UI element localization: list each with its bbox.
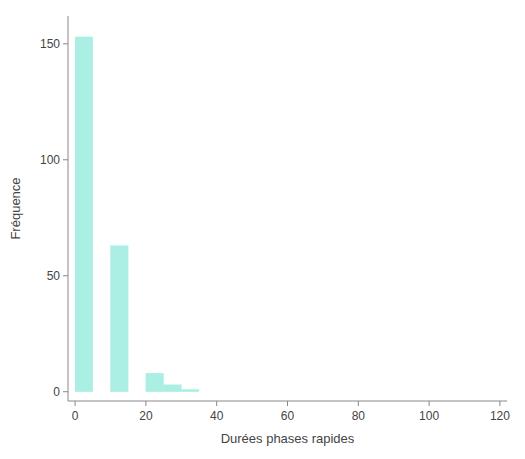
y-tick-label: 50 (47, 269, 61, 283)
bar (181, 389, 199, 391)
y-tick-label: 0 (53, 385, 60, 399)
y-tick (63, 43, 68, 44)
y-tick (63, 275, 68, 276)
bar (217, 391, 235, 392)
chart: 0 20 40 60 80 100 120 0 50 100 150 Durées phases ra… (0, 0, 525, 459)
bar (447, 391, 465, 392)
x-tick (75, 401, 76, 406)
bar (146, 373, 164, 392)
x-tick (499, 401, 500, 406)
x-tick-label: 60 (281, 409, 295, 423)
x-tick (358, 401, 359, 406)
bar (252, 391, 270, 392)
x-tick-label: 40 (210, 409, 224, 423)
bar (305, 391, 323, 392)
bar (482, 391, 500, 392)
bar (199, 391, 217, 392)
y-tick (63, 159, 68, 160)
bar (234, 391, 252, 392)
x-tick-label: 0 (72, 409, 79, 423)
x-tick (429, 401, 430, 406)
bar (270, 391, 288, 392)
x-tick (145, 401, 146, 406)
chart-container: 0 20 40 60 80 100 120 0 50 100 150 Durées phases ra… (0, 0, 525, 459)
x-tick-label: 80 (352, 409, 366, 423)
x-tick-label: 20 (139, 409, 153, 423)
bar (411, 391, 429, 392)
bar (288, 391, 306, 392)
bar (358, 391, 376, 392)
y-tick-label: 150 (40, 37, 60, 51)
bar (164, 385, 182, 392)
bar (128, 391, 146, 392)
bar (465, 391, 483, 392)
bar (323, 391, 341, 392)
y-axis-line (68, 16, 69, 401)
bars (75, 37, 199, 392)
bar (110, 246, 128, 392)
y-axis-label: Fréquence (8, 177, 23, 239)
y-tick-label: 100 (40, 153, 60, 167)
x-tick-label: 120 (490, 409, 510, 423)
x-tick (216, 401, 217, 406)
y-tick (63, 391, 68, 392)
bar (376, 391, 394, 392)
bar (429, 391, 447, 392)
x-tick-label: 100 (419, 409, 439, 423)
bar (341, 391, 359, 392)
x-tick (287, 401, 288, 406)
bar (75, 37, 93, 392)
bar (394, 391, 412, 392)
bar (93, 391, 111, 392)
x-axis-label: Durées phases rapides (221, 431, 355, 446)
